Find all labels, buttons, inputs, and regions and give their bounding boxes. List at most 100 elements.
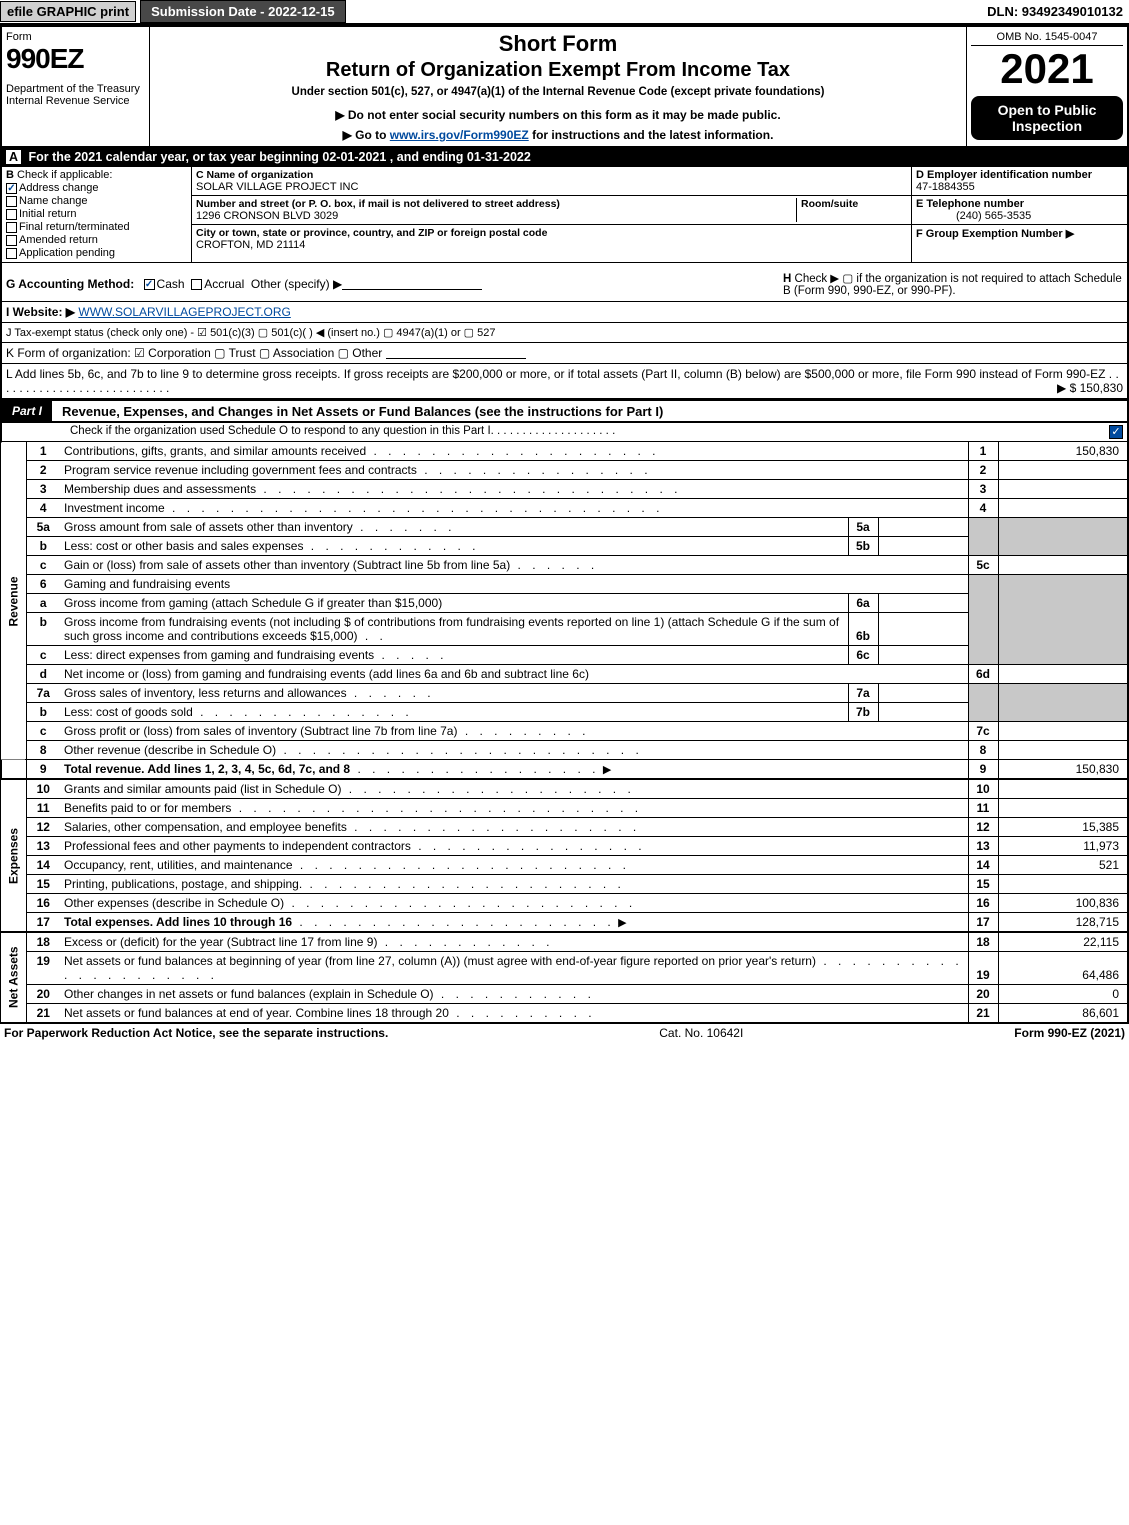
line-11-val — [998, 799, 1128, 818]
chk-initial-return[interactable] — [6, 209, 17, 220]
g-label: G Accounting Method: — [6, 277, 134, 291]
line-16-val: 100,836 — [998, 894, 1128, 913]
l-text: L Add lines 5b, 6c, and 7b to line 9 to … — [6, 367, 1105, 381]
part1-sub-text: Check if the organization used Schedule … — [70, 425, 491, 439]
line-5b-no: b — [26, 537, 60, 556]
letter-a: A — [6, 150, 21, 164]
part1-sub-checkbox[interactable]: ✓ — [1109, 425, 1123, 439]
part1-table: Revenue 1 Contributions, gifts, grants, … — [0, 442, 1129, 1024]
chk-cash[interactable] — [144, 279, 155, 290]
line-10-no: 10 — [26, 779, 60, 799]
line-5c-desc: Gain or (loss) from sale of assets other… — [64, 558, 510, 572]
line-7b-no: b — [26, 703, 60, 722]
line-7c-no: c — [26, 722, 60, 741]
line-6d-desc: Net income or (loss) from gaming and fun… — [64, 667, 589, 681]
line-4-desc: Investment income — [64, 501, 165, 515]
efile-print-button[interactable]: efile GRAPHIC print — [0, 1, 136, 22]
line-17-no: 17 — [26, 913, 60, 933]
line-5c-val — [998, 556, 1128, 575]
chk-address-change[interactable] — [6, 183, 17, 194]
line-5c-box: 5c — [968, 556, 998, 575]
line-3-box: 3 — [968, 480, 998, 499]
goto-post: for instructions and the latest informat… — [529, 128, 774, 142]
part1-title: Revenue, Expenses, and Changes in Net As… — [52, 404, 1127, 419]
row-k: K Form of organization: ☑ Corporation ▢ … — [0, 343, 1129, 364]
line-18-no: 18 — [26, 932, 60, 952]
line-16-desc: Other expenses (describe in Schedule O) — [64, 896, 284, 910]
line-21-no: 21 — [26, 1004, 60, 1024]
line-17-arrow: ▶ — [618, 917, 626, 929]
part1-tag: Part I — [2, 401, 52, 421]
lbl-address-change: Address change — [19, 182, 99, 194]
line-6-no: 6 — [26, 575, 60, 594]
line-20-box: 20 — [968, 985, 998, 1004]
line-7a-subval — [878, 684, 968, 703]
line-10-box: 10 — [968, 779, 998, 799]
chk-accrual[interactable] — [191, 279, 202, 290]
other-specify-input[interactable] — [342, 278, 482, 290]
line-7a-no: 7a — [26, 684, 60, 703]
chk-application-pending[interactable] — [6, 248, 17, 259]
title-goto: ▶ Go to www.irs.gov/Form990EZ for instru… — [158, 128, 958, 142]
row-a: A For the 2021 calendar year, or tax yea… — [0, 148, 1129, 167]
goto-pre: ▶ Go to — [343, 128, 390, 142]
line-19-no: 19 — [26, 952, 60, 985]
line-14-no: 14 — [26, 856, 60, 875]
line-18-val: 22,115 — [998, 932, 1128, 952]
row-j: J Tax-exempt status (check only one) - ☑… — [0, 323, 1129, 343]
line-13-no: 13 — [26, 837, 60, 856]
irs-link[interactable]: www.irs.gov/Form990EZ — [390, 128, 529, 142]
line-5b-desc: Less: cost or other basis and sales expe… — [64, 539, 303, 553]
lbl-accrual: Accrual — [204, 277, 244, 291]
section-c-mid: C Name of organization SOLAR VILLAGE PRO… — [192, 167, 912, 262]
form-number: 990EZ — [6, 43, 145, 75]
line-17-val: 128,715 — [998, 913, 1128, 933]
dept-label: Department of the Treasury Internal Reve… — [6, 83, 145, 107]
form-word: Form — [6, 31, 145, 43]
city-label: City or town, state or province, country… — [196, 227, 907, 239]
line-5a-no: 5a — [26, 518, 60, 537]
k-other-input[interactable] — [386, 347, 526, 359]
line-15-desc: Printing, publications, postage, and shi… — [64, 877, 302, 891]
sidelabel-expenses: Expenses — [1, 779, 26, 932]
line-9-arrow: ▶ — [603, 764, 611, 776]
website-link[interactable]: WWW.SOLARVILLAGEPROJECT.ORG — [78, 305, 290, 319]
line-14-val: 521 — [998, 856, 1128, 875]
line-6b-sub: 6b — [848, 613, 878, 646]
line-15-no: 15 — [26, 875, 60, 894]
chk-final-return[interactable] — [6, 222, 17, 233]
line-6c-sub: 6c — [848, 646, 878, 665]
chk-name-change[interactable] — [6, 196, 17, 207]
line-6b-no: b — [26, 613, 60, 646]
line-6d-no: d — [26, 665, 60, 684]
line-3-desc: Membership dues and assessments — [64, 482, 256, 496]
lbl-other: Other (specify) ▶ — [251, 277, 342, 291]
line-13-box: 13 — [968, 837, 998, 856]
line-5a-sub: 5a — [848, 518, 878, 537]
line-14-desc: Occupancy, rent, utilities, and maintena… — [64, 858, 293, 872]
line-7b-desc: Less: cost of goods sold — [64, 705, 193, 719]
footer-left: For Paperwork Reduction Act Notice, see … — [4, 1026, 388, 1040]
k-text: K Form of organization: ☑ Corporation ▢ … — [6, 346, 382, 360]
row-i: I Website: ▶ WWW.SOLARVILLAGEPROJECT.ORG — [0, 302, 1129, 323]
line-5c-no: c — [26, 556, 60, 575]
part1-header: Part I Revenue, Expenses, and Changes in… — [0, 400, 1129, 423]
line-5a-subval — [878, 518, 968, 537]
title-under-section: Under section 501(c), 527, or 4947(a)(1)… — [158, 86, 958, 98]
line-6c-no: c — [26, 646, 60, 665]
d-label: D Employer identification number — [916, 169, 1092, 181]
title-ssn-warning: ▶ Do not enter social security numbers o… — [158, 108, 958, 122]
lbl-cash: Cash — [157, 277, 185, 291]
chk-amended-return[interactable] — [6, 235, 17, 246]
omb-number: OMB No. 1545-0047 — [971, 31, 1123, 46]
row-a-text: For the 2021 calendar year, or tax year … — [29, 150, 531, 164]
line-14-box: 14 — [968, 856, 998, 875]
line-8-no: 8 — [26, 741, 60, 760]
line-3-no: 3 — [26, 480, 60, 499]
line-15-val — [998, 875, 1128, 894]
tax-year: 2021 — [971, 48, 1123, 90]
line-6d-val — [998, 665, 1128, 684]
line-1-desc: Contributions, gifts, grants, and simila… — [64, 444, 366, 458]
line-17-desc: Total expenses. Add lines 10 through 16 — [64, 915, 292, 929]
lbl-initial-return: Initial return — [19, 208, 76, 220]
